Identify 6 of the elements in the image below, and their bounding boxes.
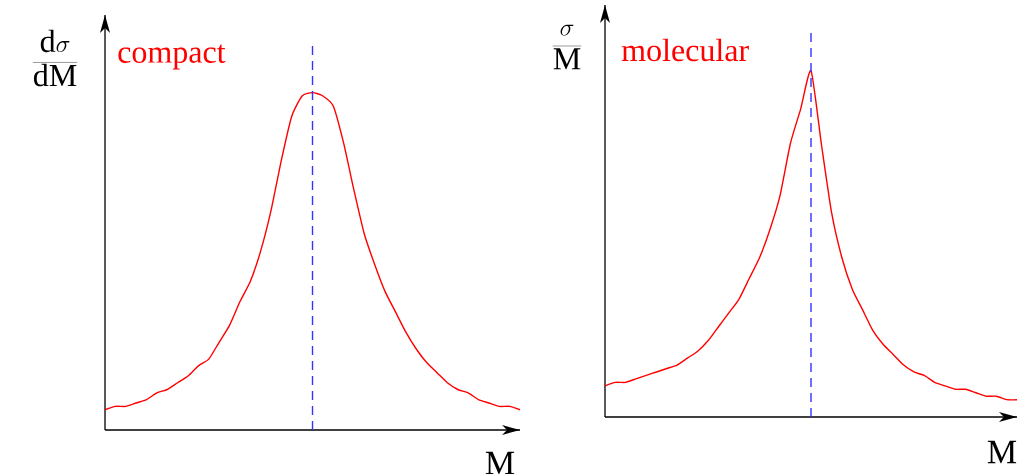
y-axis-title: $\frac{\sigma}{\mathrm{M}}$ (552, 24, 582, 70)
series-label: molecular (621, 38, 749, 62)
text: compact (118, 44, 226, 70)
y-axis-title: $\frac{\mathrm{d}\sigma}{\mathrm{dM}}$ (32, 29, 78, 87)
x-axis-title: M (485, 451, 515, 475)
x-axis-title: M (987, 440, 1017, 464)
